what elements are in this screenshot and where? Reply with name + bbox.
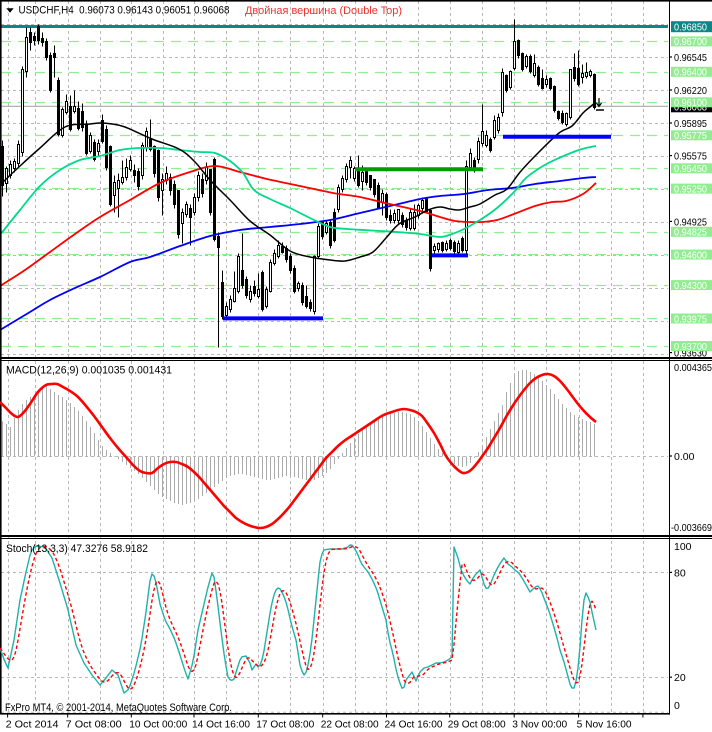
- svg-text:0.94925: 0.94925: [674, 216, 707, 228]
- svg-text:-0.003669: -0.003669: [671, 522, 712, 534]
- svg-text:2 Oct 2014: 2 Oct 2014: [6, 719, 59, 731]
- svg-text:22 Oct 08:00: 22 Oct 08:00: [321, 719, 379, 731]
- svg-text:17 Oct 08:00: 17 Oct 08:00: [256, 719, 314, 731]
- svg-text:0.96700: 0.96700: [674, 36, 707, 48]
- svg-text:0.96850: 0.96850: [674, 21, 707, 33]
- svg-text:5 Nov 16:00: 5 Nov 16:00: [577, 719, 632, 731]
- svg-text:0.94825: 0.94825: [674, 227, 707, 239]
- svg-text:0.95575: 0.95575: [674, 151, 707, 163]
- svg-text:0.95775: 0.95775: [674, 130, 707, 142]
- svg-text:80: 80: [674, 567, 686, 579]
- svg-text:0.00: 0.00: [674, 451, 695, 463]
- svg-text:0.93975: 0.93975: [674, 313, 707, 325]
- svg-text:24 Oct 16:00: 24 Oct 16:00: [385, 719, 443, 731]
- svg-text:3 Nov 00:00: 3 Nov 00:00: [512, 719, 567, 731]
- svg-text:0.96545: 0.96545: [674, 52, 707, 64]
- svg-text:0.004365: 0.004365: [674, 362, 712, 374]
- svg-text:0.96400: 0.96400: [674, 67, 707, 79]
- svg-text:0.95450: 0.95450: [674, 163, 707, 175]
- svg-text:0.95250: 0.95250: [674, 183, 707, 195]
- svg-text:0.96100: 0.96100: [674, 97, 707, 109]
- svg-text:Двойная вершина (Double Top): Двойная вершина (Double Top): [245, 5, 402, 17]
- svg-text:USDCHF,H4 0.96073 0.96143 0.9: USDCHF,H4 0.96073 0.96143 0.96051 0.9606…: [19, 5, 230, 17]
- svg-text:0.96220: 0.96220: [674, 85, 707, 97]
- svg-text:Stoch(13,3,3) 47.3276 58.9182: Stoch(13,3,3) 47.3276 58.9182: [6, 543, 148, 555]
- svg-text:0: 0: [674, 700, 680, 712]
- svg-text:20: 20: [674, 672, 686, 684]
- svg-text:14 Oct 16:00: 14 Oct 16:00: [192, 719, 250, 731]
- svg-text:7 Oct 08:00: 7 Oct 08:00: [66, 719, 122, 731]
- svg-text:100: 100: [674, 541, 692, 553]
- svg-text:10 Oct 00:00: 10 Oct 00:00: [129, 719, 187, 731]
- svg-text:MACD(12,26,9) 0.001035 0.00143: MACD(12,26,9) 0.001035 0.001431: [6, 365, 172, 377]
- svg-text:FxPro MT4, © 2001-2014, MetaQu: FxPro MT4, © 2001-2014, MetaQuotes Softw…: [5, 702, 232, 714]
- svg-text:0.94600: 0.94600: [674, 249, 707, 261]
- svg-text:0.93700: 0.93700: [674, 341, 707, 353]
- svg-text:0.94300: 0.94300: [674, 280, 707, 292]
- svg-text:29 Oct 08:00: 29 Oct 08:00: [448, 719, 506, 731]
- svg-text:0.95895: 0.95895: [674, 118, 707, 130]
